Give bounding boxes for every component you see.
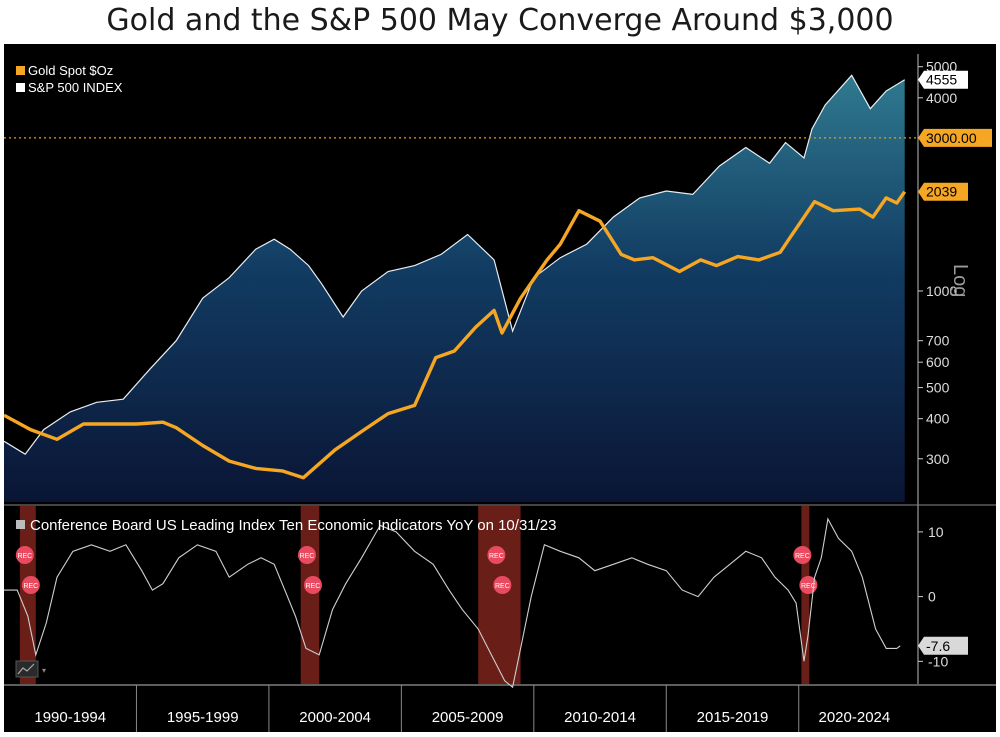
- chart-panel: REC REC REC REC REC REC REC REC 300 400 500 600 700…: [3, 44, 996, 732]
- value-tag: [918, 70, 968, 89]
- lei-line: [4, 517, 901, 689]
- sp500-area-fill: [4, 75, 905, 503]
- recession-marker-label: REC: [801, 583, 816, 590]
- y-tick-label: 500: [926, 380, 950, 396]
- recession-marker-label: REC: [306, 583, 321, 590]
- value-tag-label: -7.6: [926, 638, 950, 654]
- legend-label-sp500: S&P 500 INDEX: [28, 80, 123, 95]
- chevron-down-icon: ▾: [42, 666, 46, 675]
- recession-marker: [487, 546, 506, 564]
- legend: Gold Spot $Oz S&P 500 INDEX: [16, 63, 123, 95]
- x-tick-label: 2020-2024: [819, 709, 891, 726]
- recession-marker: [493, 576, 512, 594]
- chart-type-button[interactable]: ▾: [15, 660, 46, 678]
- recession-marker-label: REC: [17, 553, 32, 560]
- y-tick-label: 600: [926, 354, 950, 370]
- recession-marker: [303, 576, 322, 594]
- lower-panel-title: Conference Board US Leading Index Ten Ec…: [30, 517, 556, 534]
- recession-marker: [21, 576, 40, 594]
- recession-marker-label: REC: [795, 553, 810, 560]
- x-tick-label: 2005-2009: [432, 709, 504, 726]
- gold-line: [3, 190, 907, 480]
- x-tick-label: 2010-2014: [564, 709, 636, 726]
- recession-marker-label: REC: [23, 583, 38, 590]
- chart-svg: REC REC REC REC REC REC REC REC 300 400 500 600 700…: [3, 54, 996, 732]
- y-tick-label: 10: [928, 524, 944, 540]
- recession-marker-label: REC: [495, 583, 510, 590]
- recession-marker-label: REC: [300, 553, 315, 560]
- value-tag-label: 2039: [926, 184, 957, 200]
- recession-marker: [297, 546, 316, 564]
- legend-swatch-sp500: [16, 83, 25, 92]
- sp500-line: [3, 74, 906, 455]
- y-tick-label: 4000: [926, 90, 957, 106]
- y-tick-label: 300: [926, 451, 950, 467]
- recession-marker: [15, 546, 34, 564]
- y-tick-label: 400: [926, 411, 950, 427]
- y-tick-label: 0: [928, 589, 936, 605]
- x-tick-label: 2015-2019: [697, 709, 769, 726]
- value-tag-label: 4555: [926, 72, 957, 88]
- y-axis-scale-label: Log: [949, 264, 971, 297]
- legend-swatch-gold: [16, 66, 25, 75]
- x-tick-label: 1990-1994: [34, 709, 106, 726]
- y-tick-label: -10: [928, 653, 948, 669]
- y-tick-label: 700: [926, 333, 950, 349]
- y-tick-label: 1000: [926, 283, 957, 299]
- x-tick-label: 1995-1999: [167, 709, 239, 726]
- recession-marker: [793, 546, 812, 564]
- value-tag-label: 3000.00: [926, 130, 977, 146]
- recession-band: [478, 506, 521, 684]
- recession-marker-label: REC: [489, 553, 504, 560]
- value-tag: [918, 182, 968, 201]
- legend-swatch-lei: [16, 520, 25, 529]
- value-tag: [918, 128, 992, 147]
- x-tick-label: 2000-2004: [299, 709, 371, 726]
- recession-band: [801, 506, 810, 684]
- chart-title: Gold and the S&P 500 May Converge Around…: [106, 3, 894, 38]
- value-tag: [918, 636, 968, 655]
- legend-label-gold: Gold Spot $Oz: [28, 63, 113, 78]
- line-chart-icon: [17, 663, 35, 675]
